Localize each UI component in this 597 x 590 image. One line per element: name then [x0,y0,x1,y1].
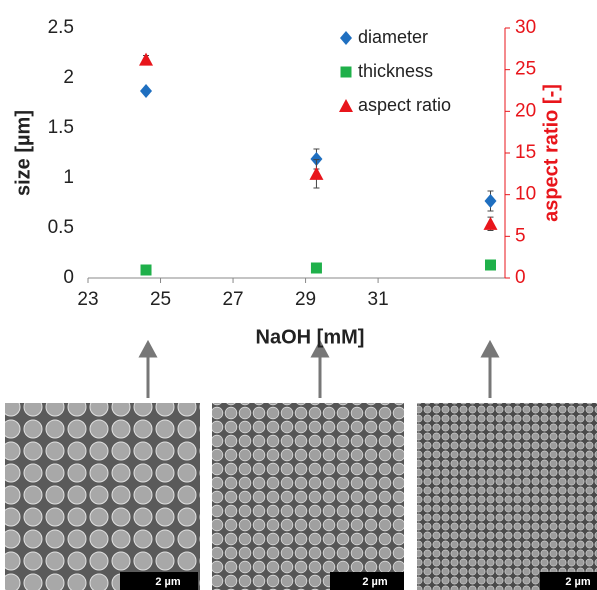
legend-marker [340,31,352,45]
scale-bar-label: 2 µm [565,576,591,588]
y2-tick-label: 0 [515,267,526,288]
point [309,166,324,180]
legend-marker [339,99,353,112]
y-tick-label: 2 [63,67,74,88]
scale-bar-label: 2 µm [362,576,388,588]
y2-tick-label: 5 [515,225,526,246]
y-tick-label: 2.5 [48,17,74,38]
point [484,259,496,271]
point [140,84,153,98]
x-tick-label: 29 [295,289,316,310]
point [140,264,152,276]
point [139,52,154,66]
y2-tick-label: 10 [515,184,536,205]
legend-label: aspect ratio [358,95,451,115]
micrograph: 2 µm [212,403,404,590]
x-tick-label: 31 [368,289,389,310]
y-tick-label: 1.5 [48,117,74,138]
x-tick-label: 23 [77,289,98,310]
y-tick-label: 0 [63,267,74,288]
y-tick-label: 1 [63,167,74,188]
micrograph: 2 µm [5,403,200,590]
y2-tick-label: 25 [515,59,536,80]
x-tick-label: 25 [150,289,171,310]
legend-marker [340,66,352,78]
scale-bar-label: 2 µm [155,576,181,588]
legend-label: thickness [358,61,433,81]
point [310,152,323,166]
y2-tick-label: 15 [515,142,536,163]
y-axis-label: size [µm] [12,110,34,196]
point [310,262,322,274]
y2-tick-label: 30 [515,17,536,38]
y2-tick-label: 20 [515,100,536,121]
y2-axis-label: aspect ratio [-] [540,84,562,222]
y-tick-label: 0.5 [48,217,74,238]
point [484,194,497,208]
x-axis-label: NaOH [mM] [256,326,365,348]
x-tick-label: 27 [222,289,243,310]
legend-label: diameter [358,27,428,47]
arrows [138,339,500,398]
point [483,216,498,230]
micrograph: 2 µm [417,403,597,590]
